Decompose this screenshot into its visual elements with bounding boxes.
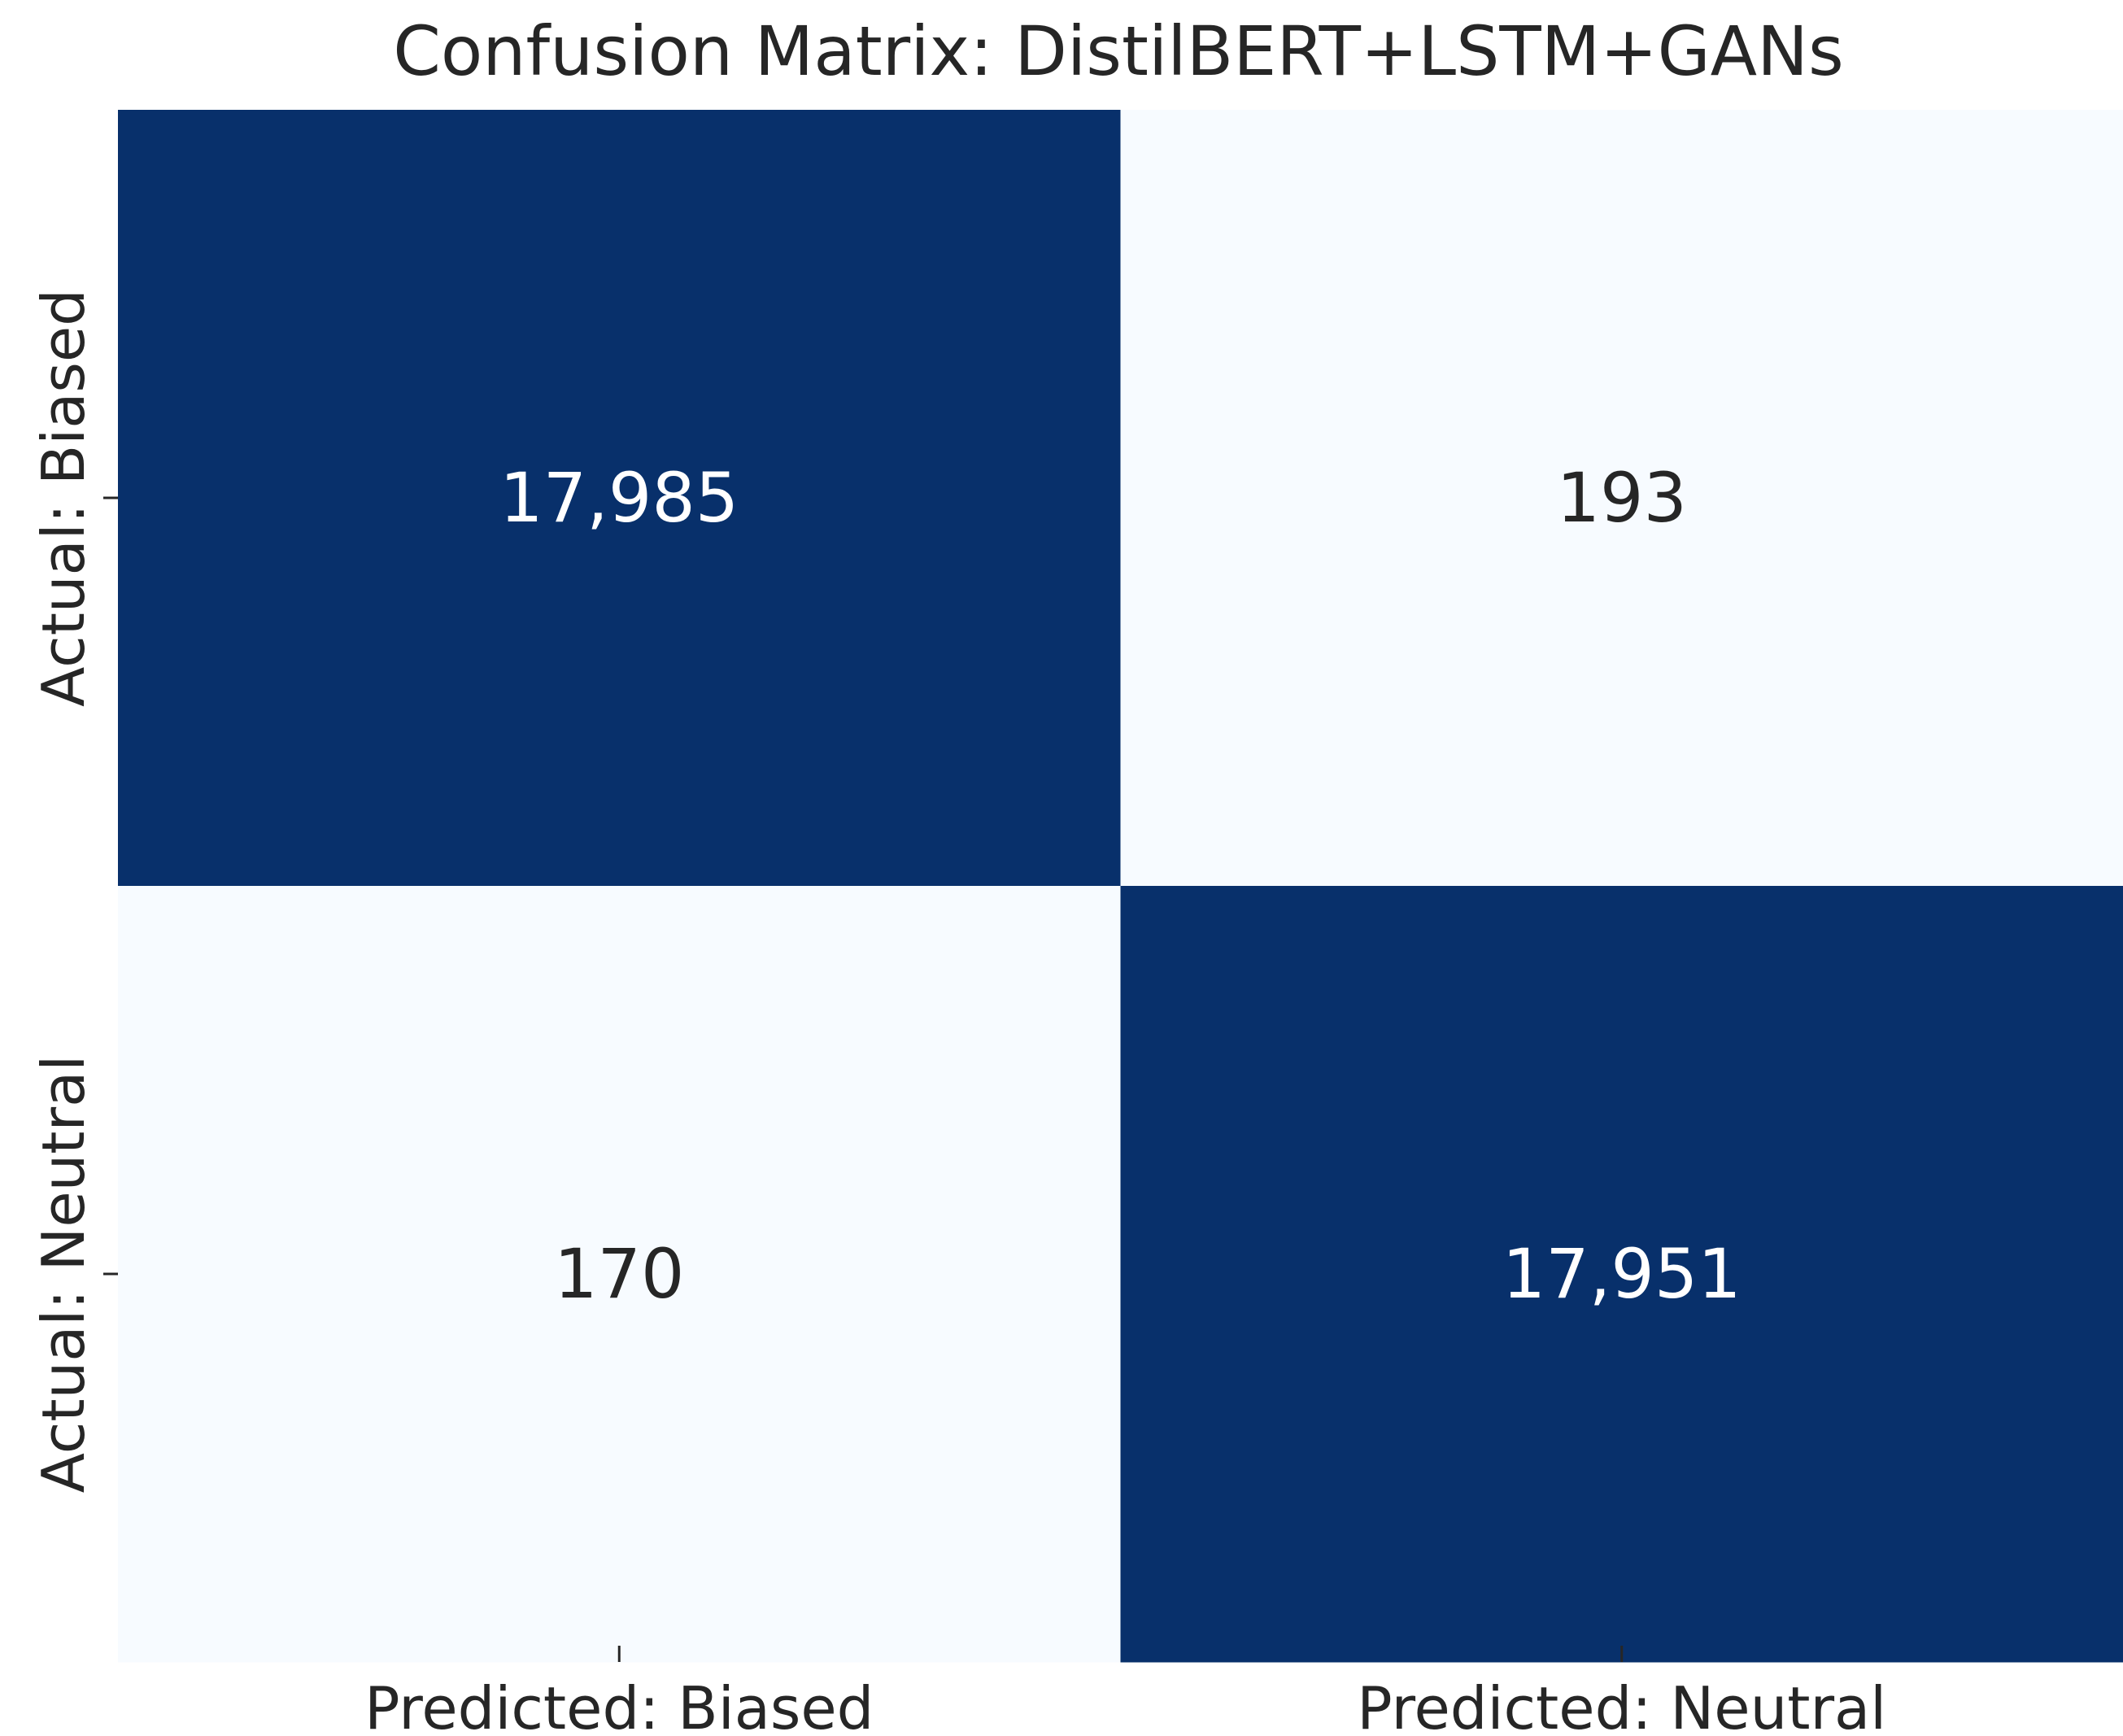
cell-value-label-r0-c0: 17,985 [499,458,739,538]
chart-title: Confusion Matrix: DistilBERT+LSTM+GANs [393,11,1843,91]
x-tick-label-1: Predicted: Neutral [1357,1674,1886,1736]
heatmap-cell-r1-c0 [118,886,1121,1663]
heatmap-cells [118,110,2123,1663]
heatmap-cell-r0-c1 [1120,110,2123,887]
cell-value-label-r1-c1: 17,951 [1502,1234,1742,1314]
y-tick-label-0: Actual: Biased [29,289,98,707]
x-axis-ticks: Predicted: Biased Predicted: Neutral [364,1646,1886,1736]
cell-value-label-r0-c1: 193 [1557,458,1687,538]
cell-value-label-r1-c0: 170 [554,1234,684,1314]
x-tick-label-0: Predicted: Biased [364,1674,874,1736]
heatmap-cell-r1-c1 [1120,886,2123,1663]
y-tick-label-1: Actual: Neutral [29,1055,98,1493]
heatmap-cell-r0-c0 [118,110,1121,887]
cell-value-labels: 17,985 193 170 17,951 [499,458,1741,1314]
y-axis-ticks: Actual: Biased Actual: Neutral [29,289,118,1493]
